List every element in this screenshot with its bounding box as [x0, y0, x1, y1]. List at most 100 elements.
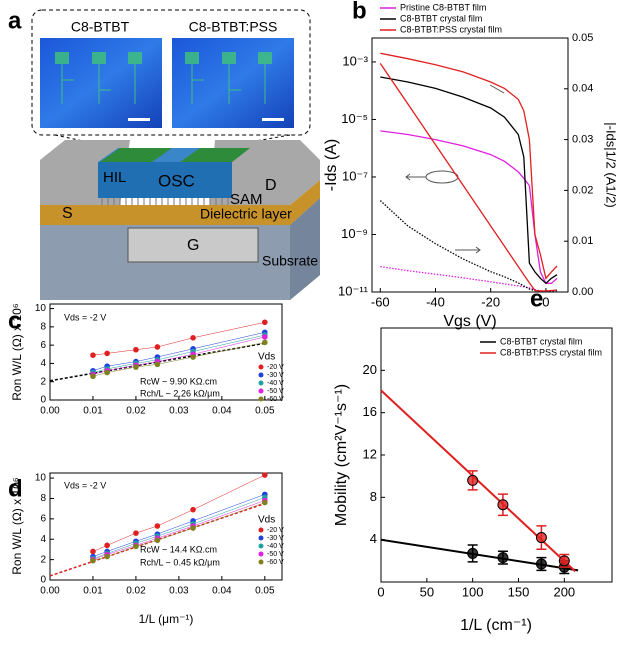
y2-axis-label: |-Ids|1/2 (A1/2): [604, 122, 619, 208]
y2-tick-label: 0.03: [572, 134, 593, 146]
y-axis-label: -Ids (A): [323, 139, 340, 191]
x-tick-label: -60: [371, 294, 390, 309]
legend-swatch: [258, 527, 264, 533]
data-point: [190, 335, 196, 341]
data-point: [262, 319, 268, 326]
annotation: RcW ~ 9.90 KΩ.cm: [140, 376, 217, 386]
data-point: [133, 346, 139, 353]
x-tick-label: 0.05: [255, 406, 275, 417]
panel-label: c: [8, 307, 21, 334]
data-point: [90, 352, 96, 359]
x-tick-label: -40: [426, 294, 445, 309]
series-line: [380, 52, 558, 280]
fit-line: [49, 502, 266, 577]
series-line: [380, 76, 558, 285]
data-point: [467, 547, 479, 559]
y-tick-label: 8: [370, 489, 377, 504]
data-point: [535, 558, 547, 570]
x-tick-label: 0.02: [126, 406, 146, 417]
image-label: C8-BTBT: [71, 19, 130, 35]
legend-label: C8-BTBT crystal film: [500, 336, 582, 346]
x-tick-label: 0.04: [212, 586, 232, 597]
data-point: [535, 532, 547, 544]
y-tick-label: 0: [40, 575, 46, 586]
x-tick-label: 0.00: [40, 406, 60, 417]
electrode-pattern: [55, 52, 272, 64]
y-axis-label: Ron W/L (Ω) x 10⁶: [10, 477, 24, 575]
layer-label: D: [265, 177, 277, 194]
x-tick-label: 0.03: [169, 406, 189, 417]
legend-swatch: [258, 396, 264, 402]
data-point: [90, 557, 96, 564]
image-label: C8-BTBT:PSS: [189, 19, 278, 35]
data-point: [133, 530, 139, 536]
hil: [100, 148, 172, 162]
legend-label: -60 V: [267, 396, 284, 403]
legend-label: C8-BTBT crystal film: [400, 13, 482, 23]
legend-label: -50 V: [267, 388, 284, 395]
y-tick-label: 4: [40, 534, 46, 545]
layer-label: HIL: [103, 169, 126, 186]
micrograph: [172, 38, 294, 128]
legend-swatch: [258, 551, 264, 557]
inset-box: [31, 9, 311, 136]
electrode-fingers: [61, 64, 266, 104]
y-tick-label: 4: [370, 531, 377, 546]
y-tick-label: 20: [363, 362, 377, 377]
data-point: [154, 537, 161, 544]
annotation-arrows: [405, 84, 505, 254]
substrate-side: [290, 198, 320, 300]
layer-label: Dielectric layer: [200, 206, 292, 222]
data-point: [104, 350, 110, 357]
data-point: [190, 354, 196, 360]
y2-tick-label: 0.02: [572, 184, 593, 196]
panel-label: d: [8, 475, 23, 502]
legend-swatch: [258, 372, 264, 378]
x-tick-label: 0.00: [40, 586, 60, 597]
series-line: [92, 336, 265, 375]
y-tick-label: 10⁻⁵: [341, 111, 368, 126]
legend-label: -30 V: [267, 535, 284, 542]
annotation: Rch/L ~ 2.26 kΩ/μm: [140, 388, 220, 398]
y2-tick-label: 0.01: [572, 235, 593, 247]
series-line: [92, 342, 265, 377]
annotation: RcW ~ 14.4 KΩ.cm: [140, 544, 217, 554]
legend-label: -20 V: [267, 527, 284, 534]
data-point: [497, 499, 509, 511]
x-tick-label: 100: [462, 584, 484, 599]
layer-label: S: [62, 205, 73, 222]
series-line: [379, 63, 558, 292]
y-tick-label: 10: [35, 473, 47, 484]
y-tick-label: 12: [363, 446, 377, 461]
y2-tick-label: 0.05: [572, 32, 593, 44]
panel-label: b: [352, 0, 367, 24]
data-point: [190, 525, 196, 531]
series-line: [92, 474, 265, 552]
y-tick-label: 6: [40, 340, 46, 351]
data-point: [90, 548, 96, 555]
data-point: [104, 369, 110, 376]
series-line: [92, 332, 265, 371]
x-tick-label: 0.05: [255, 586, 275, 597]
x-axis-label: 1/L (cm⁻¹): [460, 617, 532, 634]
y-tick-label: 16: [363, 404, 377, 419]
osc: [98, 162, 232, 198]
legend-label: C8-BTBT:PSS crystal film: [500, 347, 602, 357]
x-tick-label: 200: [553, 584, 575, 599]
panel-label: e: [530, 285, 543, 312]
micrograph: [40, 38, 162, 128]
series-line: [380, 130, 558, 284]
x-tick-label: 0.02: [126, 586, 146, 597]
data-point: [154, 344, 161, 350]
fit-line: [380, 538, 579, 572]
data-point: [154, 361, 161, 368]
data-point: [262, 499, 268, 506]
y-tick-label: 10⁻³: [342, 53, 368, 68]
data-point: [262, 339, 268, 346]
y-tick-label: 8: [40, 493, 46, 504]
data-point: [262, 472, 268, 478]
plot-frame: [380, 327, 613, 583]
data-point: [190, 506, 196, 513]
